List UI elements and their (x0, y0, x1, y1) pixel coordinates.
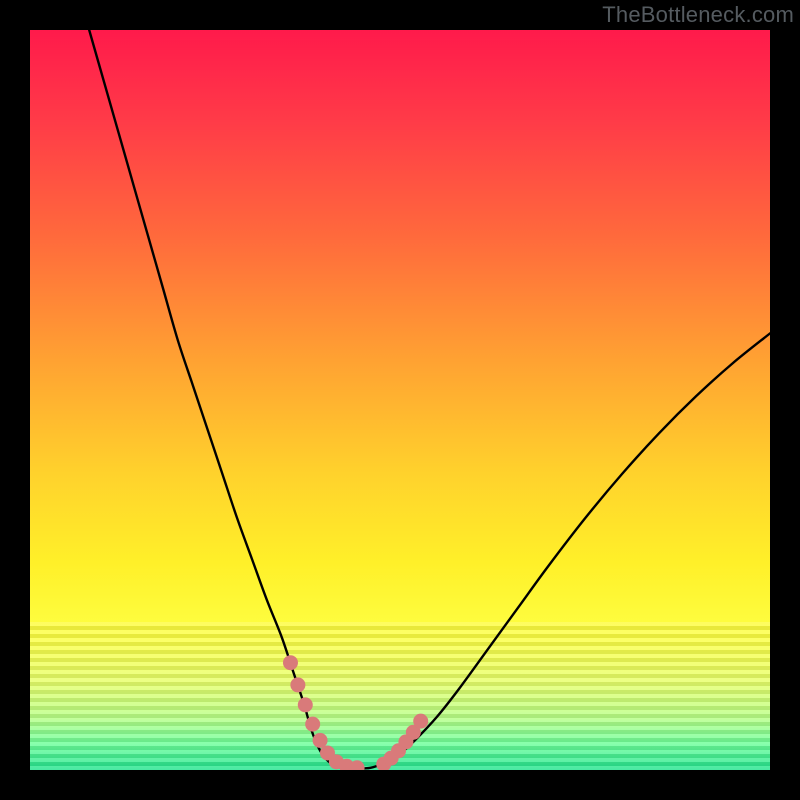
marker-dot (305, 717, 320, 732)
marker-dot (283, 655, 298, 670)
bottleneck-chart (0, 0, 800, 800)
chart-container: TheBottleneck.com (0, 0, 800, 800)
marker-dot (290, 677, 305, 692)
marker-dot (413, 714, 428, 729)
watermark-text: TheBottleneck.com (602, 2, 794, 28)
marker-dot (298, 697, 313, 712)
marker-dot (313, 733, 328, 748)
